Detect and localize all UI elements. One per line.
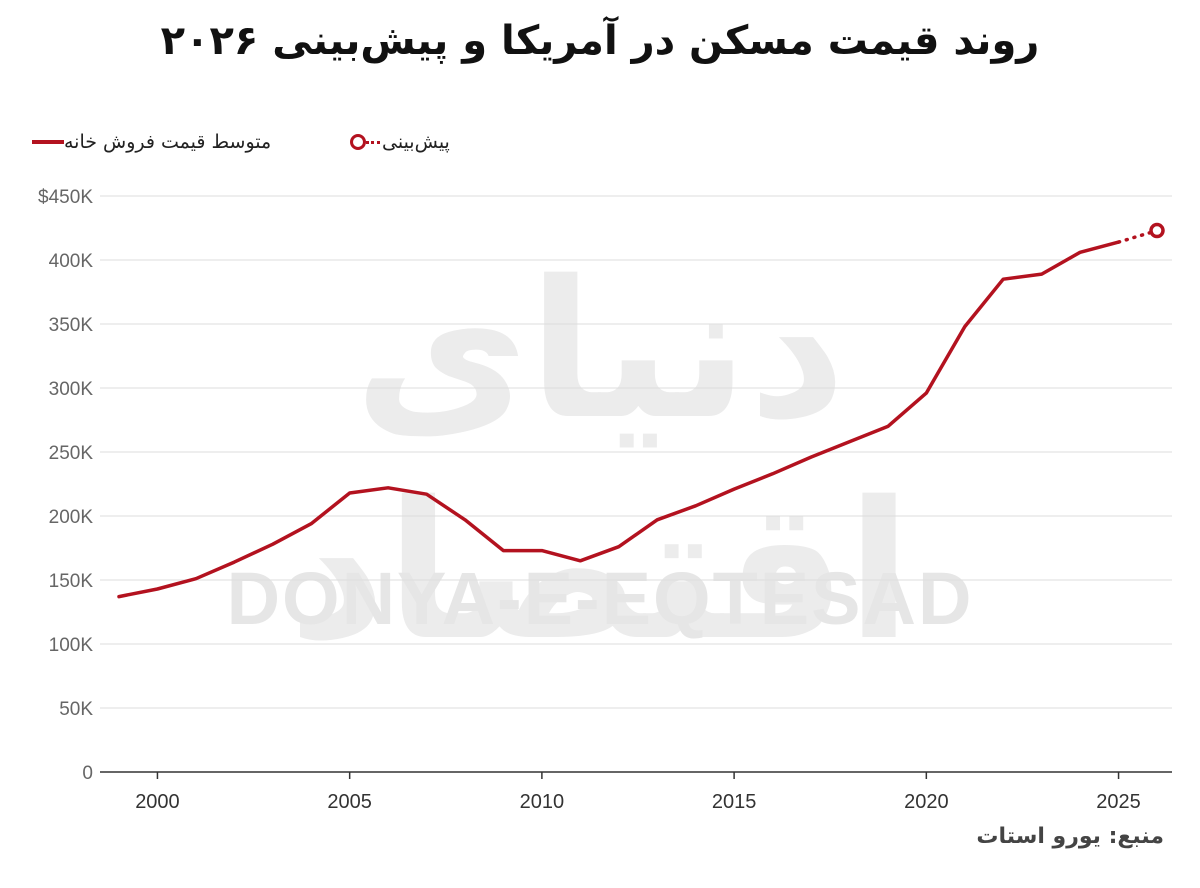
y-tick-label: 150K xyxy=(49,571,94,592)
forecast-ring-icon xyxy=(350,134,366,150)
x-tick-label: 2015 xyxy=(712,791,757,813)
watermark-persian: دنیای اقتصاد xyxy=(288,240,912,682)
y-tick-label: $450K xyxy=(38,187,93,208)
forecast-dots-icon xyxy=(366,140,380,144)
legend-line-swatch xyxy=(32,140,64,144)
x-tick-label: 2020 xyxy=(904,791,949,813)
y-tick-label: 300K xyxy=(49,379,94,400)
legend-item-forecast: پیش‌بینی xyxy=(338,126,450,158)
y-tick-label: 250K xyxy=(49,443,94,464)
forecast-point-2026 xyxy=(1149,222,1165,239)
legend-label-actual: متوسط قیمت فروش خانه xyxy=(64,131,272,153)
x-tick-label: 2005 xyxy=(327,791,372,813)
legend-item-actual: متوسط قیمت فروش خانه xyxy=(18,126,271,158)
actual-price-line xyxy=(117,240,1121,599)
x-tick-label: 2000 xyxy=(135,791,180,813)
source-note: منبع: یورو استات xyxy=(976,824,1164,849)
y-tick-label: 200K xyxy=(49,507,94,528)
watermark-english: DONYA-E-EQTESAD xyxy=(226,557,974,640)
x-tick-label: 2010 xyxy=(520,791,565,813)
x-tick-label: 2025 xyxy=(1096,791,1141,813)
y-tick-label: 100K xyxy=(49,635,94,656)
y-tick-label: 400K xyxy=(49,251,94,272)
chart-title: روند قیمت مسکن در آمریکا و پیش‌بینی ۲۰۲۶ xyxy=(160,18,1040,64)
y-tick-label: 350K xyxy=(49,315,94,336)
y-tick-label: 50K xyxy=(59,699,93,720)
y-tick-label: 0 xyxy=(82,763,93,784)
legend-label-forecast: پیش‌بینی xyxy=(382,131,450,153)
line-chart: 0 50K 100K 150K 200K 250K 300K 350K 400K $450K 200… xyxy=(38,187,1172,813)
legend-forecast-swatch xyxy=(350,134,382,150)
